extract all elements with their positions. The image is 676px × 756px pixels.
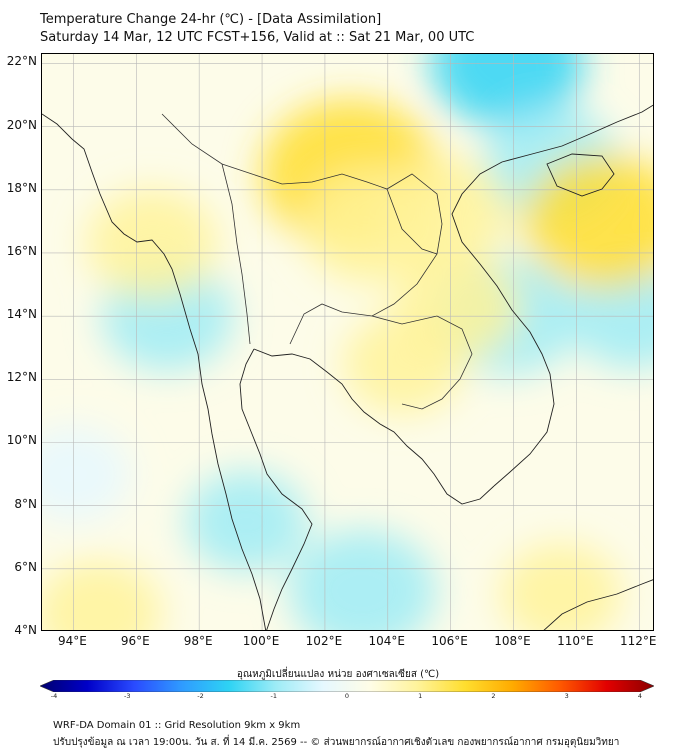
warm-anomaly-area [523, 153, 653, 290]
longitude-tick-label: 96°E [120, 634, 150, 648]
longitude-tick-label: 102°E [305, 634, 343, 648]
warm-anomaly-area [500, 543, 622, 630]
longitude-tick-label: 94°E [57, 634, 87, 648]
colorbar-tick-label: -2 [197, 692, 204, 700]
colorbar-tick-label: 3 [564, 692, 569, 700]
colorbar-tick-label: -1 [270, 692, 277, 700]
temperature-field [42, 54, 653, 630]
coastlines-borders [42, 104, 653, 630]
colorbar-tick-label: 4 [637, 692, 643, 700]
colorbar-bar [40, 680, 654, 692]
latitude-tick-label: 20°N [6, 117, 37, 132]
latitude-tick-label: 4°N [14, 623, 37, 637]
colorbar-tick-label: -3 [124, 692, 131, 700]
longitude-tick-label: 104°E [368, 634, 406, 648]
map-title: Temperature Change 24-hr (℃) - [Data Ass… [40, 12, 382, 27]
colorbar [40, 680, 654, 692]
colorbar-tick-label: -4 [50, 692, 58, 700]
latitude-tick-label: 16°N [6, 243, 37, 258]
colorbar-tick-label: 2 [491, 692, 496, 700]
map-subtitle: Saturday 14 Mar, 12 UTC FCST+156, Valid … [40, 30, 475, 45]
temperature-change-map [41, 53, 654, 631]
latitude-tick-label: 18°N [6, 180, 37, 195]
latitude-tick-label: 10°N [6, 433, 37, 448]
latitude-tick-label: 8°N [14, 496, 37, 511]
longitude-tick-label: 112°E [620, 634, 657, 648]
longitude-tick-label: 106°E [431, 634, 468, 648]
longitude-tick-label: 98°E [183, 634, 213, 648]
warm-anomaly-area [86, 188, 218, 299]
warm-anomaly-area [42, 560, 162, 630]
cool-anomaly-area [288, 529, 437, 630]
footer-model-info: WRF-DA Domain 01 :: Grid Resolution 9km … [53, 720, 301, 731]
latitude-tick-label: 22°N [6, 54, 37, 69]
cool-anomaly-area [42, 425, 132, 523]
longitude-tick-label: 110°E [557, 634, 594, 648]
cool-anomaly-area [185, 471, 307, 572]
warm-anomaly-area [378, 157, 511, 267]
latitude-tick-label: 14°N [6, 307, 37, 322]
footer-credit: ปรับปรุงข้อมูล ณ เวลา 19:00น. วัน ส. ที่… [53, 737, 620, 748]
graticule [42, 54, 653, 630]
longitude-tick-label: 100°E [242, 634, 280, 648]
colorbar-tick-label: 1 [418, 692, 423, 700]
colorbar-label: อุณหภูมิเปลี่ยนแปลง หน่วย องศาเซลเซียส (… [236, 669, 440, 680]
latitude-tick-label: 12°N [6, 370, 37, 385]
longitude-tick-label: 108°E [494, 634, 531, 648]
colorbar-tick-label: 0 [344, 692, 350, 700]
latitude-tick-label: 6°N [14, 559, 37, 574]
warm-anomaly-area [343, 313, 464, 414]
